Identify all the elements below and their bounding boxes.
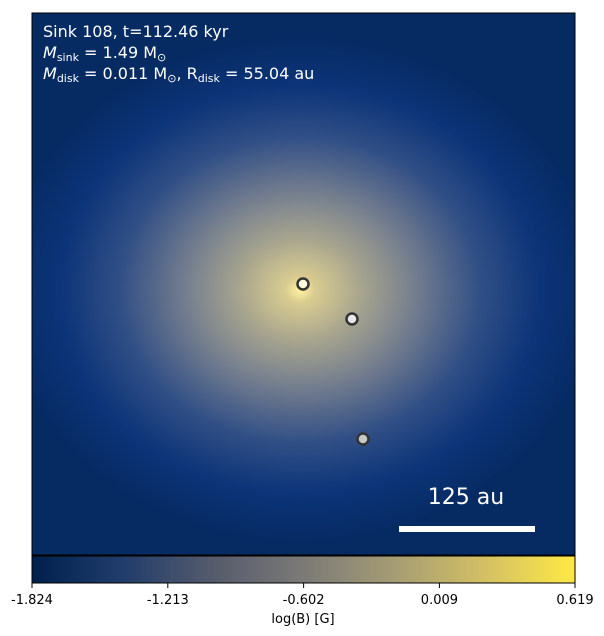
sink xyxy=(356,432,370,446)
sinks xyxy=(296,277,370,446)
subscript: ⊙ xyxy=(167,72,176,85)
tick-label: -1.824 xyxy=(11,593,53,608)
colorbar xyxy=(31,555,576,584)
subscript: disk xyxy=(57,72,80,85)
subscript: disk xyxy=(198,72,221,85)
tick-label: -1.213 xyxy=(147,593,189,608)
annotation-text: M xyxy=(43,43,57,62)
tick-label: 0.009 xyxy=(421,593,458,608)
colorbar-ticks: -1.824 -1.213 -0.602 0.009 0.619 xyxy=(11,583,594,608)
annotation-text: = 0.011 M xyxy=(79,64,167,83)
colorbar-label: log(B) [G] xyxy=(271,612,334,627)
annotation-text: Sink 108, t=112.46 kyr xyxy=(43,22,229,41)
subscript: ⊙ xyxy=(157,51,166,64)
subscript: sink xyxy=(57,51,80,64)
annotation-text: = 1.49 M xyxy=(79,43,157,62)
tick-label: 0.619 xyxy=(556,593,593,608)
sink xyxy=(296,277,310,291)
tick-label: -0.602 xyxy=(283,593,325,608)
annotation-text: M xyxy=(43,64,57,83)
annotation: Mdisk = 0.011 M⊙, Rdisk = 55.04 au xyxy=(43,64,314,85)
annotation: Sink 108, t=112.46 kyr xyxy=(43,22,229,41)
annotation-text: = 55.04 au xyxy=(220,64,314,83)
annotation-text: , R xyxy=(176,64,197,83)
scale-bar-label: 125 au xyxy=(428,485,504,510)
sink xyxy=(345,312,359,326)
annotation: Msink = 1.49 M⊙ xyxy=(43,43,166,64)
